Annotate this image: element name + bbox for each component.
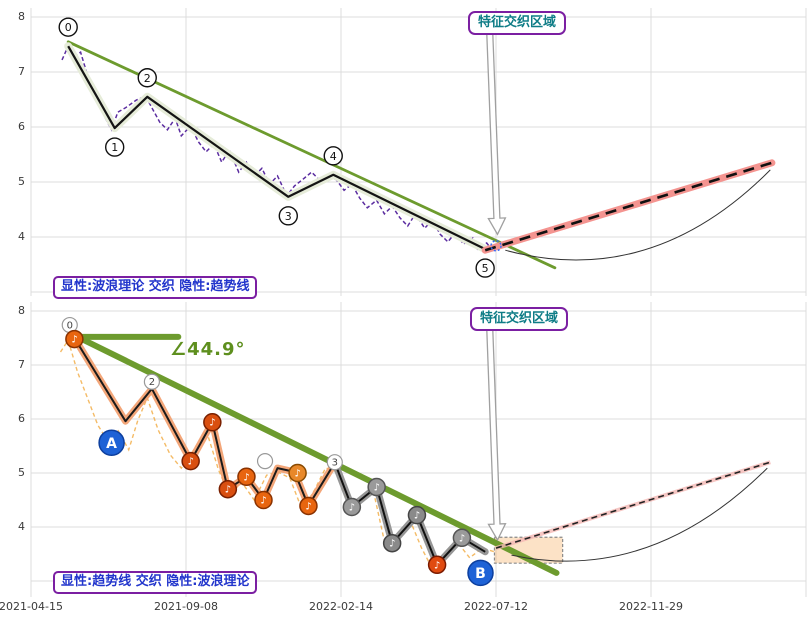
- note-badge: [299, 496, 318, 516]
- note-badge: [181, 451, 200, 471]
- note-badge: [65, 329, 84, 349]
- note-badge-glyph: ♪: [187, 457, 193, 468]
- top-arc: [505, 169, 771, 261]
- top-wave-line: [67, 45, 486, 251]
- note-badge: [218, 479, 238, 499]
- note-badge: [288, 463, 307, 483]
- wave-point-number: 0: [67, 321, 73, 332]
- wave-point-label-circle: [475, 258, 495, 278]
- note-badge-glyph: ♪: [389, 539, 395, 550]
- wave-point-number: 3: [332, 458, 338, 469]
- x-tick-label: 2022-11-29: [619, 600, 683, 613]
- feature-zone-label-bottom: 特征交织区域: [469, 307, 569, 331]
- note-badge: [452, 528, 472, 548]
- note-badge-glyph: ♪: [243, 472, 249, 483]
- note-badge-glyph: ♪: [260, 496, 266, 507]
- top-zone-arrow: [486, 33, 507, 236]
- legend-caption-bottom: 显性:趋势线 交织 隐性:波浪理论: [53, 571, 258, 594]
- wave-point-label-circle: [104, 137, 125, 157]
- ab-badge-letter: B: [475, 566, 486, 582]
- note-badge-glyph: ♪: [71, 335, 77, 346]
- note-badge-glyph: ♪: [349, 503, 355, 514]
- y-tick-label: 5: [18, 175, 25, 188]
- legend-caption-top: 显性:波浪理论 交织 隐性:趋势线: [53, 276, 258, 299]
- note-badge-glyph: ♪: [414, 511, 420, 522]
- wave-point-number: 1: [111, 141, 118, 154]
- wave-point-label-circle: [256, 453, 274, 470]
- note-badge: [382, 533, 402, 553]
- top-forecast-dashed: [484, 161, 773, 252]
- y-tick-label: 8: [18, 10, 25, 23]
- note-badge: [342, 497, 362, 517]
- x-tick-label: 2022-02-14: [309, 600, 373, 613]
- bottom-trend-line: [74, 333, 560, 576]
- note-badge-glyph: ♪: [373, 483, 379, 494]
- x-tick-label: 2021-09-08: [154, 600, 218, 613]
- y-tick-label: 6: [18, 120, 25, 133]
- note-badge-glyph: ♪: [225, 485, 231, 496]
- note-badge-glyph: ♪: [209, 418, 215, 429]
- x-tick-label: 2021-04-15: [0, 600, 63, 613]
- wave-point-number: 3: [285, 210, 292, 223]
- x-tick-label: 2022-07-12: [464, 600, 528, 613]
- note-badge: [407, 505, 427, 525]
- wave-point-number: 0: [65, 21, 72, 34]
- wave-point-label-circle: [58, 17, 78, 37]
- wave-point-number: 2: [144, 72, 151, 85]
- ab-badge: [98, 429, 125, 457]
- note-badge: [254, 490, 273, 510]
- note-badge: [237, 467, 256, 487]
- wave-point-number: 4: [330, 150, 337, 163]
- wave-point-label-circle: [323, 146, 343, 166]
- bottom-forecast-dashed: [495, 461, 771, 549]
- wave-point-number: 5: [482, 262, 489, 275]
- feature-zone-label-top: 特征交织区域: [467, 11, 567, 35]
- y-tick-label: 7: [18, 358, 25, 371]
- wave-point-label-circle: [326, 454, 343, 471]
- wave-point-label-circle: [278, 206, 298, 226]
- wave-point-label-circle: [143, 373, 160, 390]
- y-tick-label: 4: [18, 520, 25, 533]
- wave-point-label-circle: [137, 68, 157, 88]
- note-badge-glyph: ♪: [305, 501, 311, 512]
- y-tick-label: 6: [18, 412, 25, 425]
- angle-label: ∠44.9°: [170, 339, 246, 360]
- bottom-zone-arrow: [486, 329, 507, 542]
- note-badge-glyph: ♪: [434, 560, 440, 571]
- y-tick-label: 8: [18, 304, 25, 317]
- wave-point-number: 2: [149, 377, 155, 388]
- bottom-arc: [511, 467, 768, 562]
- note-badge: [427, 555, 447, 575]
- y-tick-label: 4: [18, 230, 25, 243]
- ab-badge-letter: A: [106, 436, 117, 452]
- ab-badge: [467, 559, 494, 587]
- note-badge: [367, 477, 386, 497]
- note-badge: [203, 412, 222, 432]
- note-badge-glyph: ♪: [459, 533, 465, 544]
- y-tick-label: 5: [18, 466, 25, 479]
- y-tick-label: 7: [18, 65, 25, 78]
- convergence-marker: [490, 240, 502, 252]
- note-badge-glyph: ♪: [294, 469, 300, 480]
